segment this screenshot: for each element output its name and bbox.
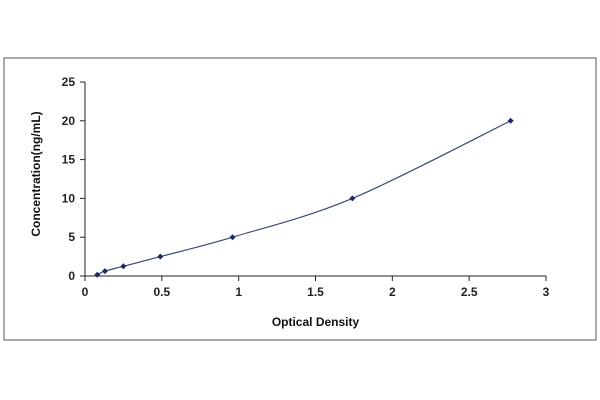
- y-tick-label: 20: [62, 114, 76, 128]
- chart-border: [3, 57, 597, 341]
- y-tick-label: 10: [62, 191, 76, 205]
- y-tick-label: 15: [62, 153, 76, 167]
- data-point: [507, 117, 514, 124]
- x-tick-label: 1.5: [307, 285, 324, 299]
- data-point: [349, 195, 356, 202]
- axes: [80, 81, 547, 281]
- x-tick-label: 2.5: [461, 285, 478, 299]
- tick-labels: 0 0.5 1 1.5 2 2.5 3 0 5 10 15 20 25: [62, 75, 550, 299]
- y-axis-title: Concentration(ng/mL): [29, 111, 43, 236]
- data-point: [120, 263, 127, 270]
- data-point: [229, 234, 236, 241]
- x-tick-label: 2: [389, 285, 396, 299]
- data-points: [94, 117, 514, 278]
- x-tick-label: 0: [82, 285, 89, 299]
- y-tick-label: 5: [68, 230, 75, 244]
- x-tick-label: 0.5: [153, 285, 170, 299]
- data-point: [94, 271, 101, 278]
- x-tick-label: 1: [235, 285, 242, 299]
- x-tick-label: 3: [543, 285, 550, 299]
- y-tick-label: 25: [62, 75, 76, 89]
- y-tick-label: 0: [68, 269, 75, 283]
- x-axis-title: Optical Density: [272, 315, 360, 329]
- data-point: [157, 253, 164, 260]
- data-point: [101, 268, 108, 275]
